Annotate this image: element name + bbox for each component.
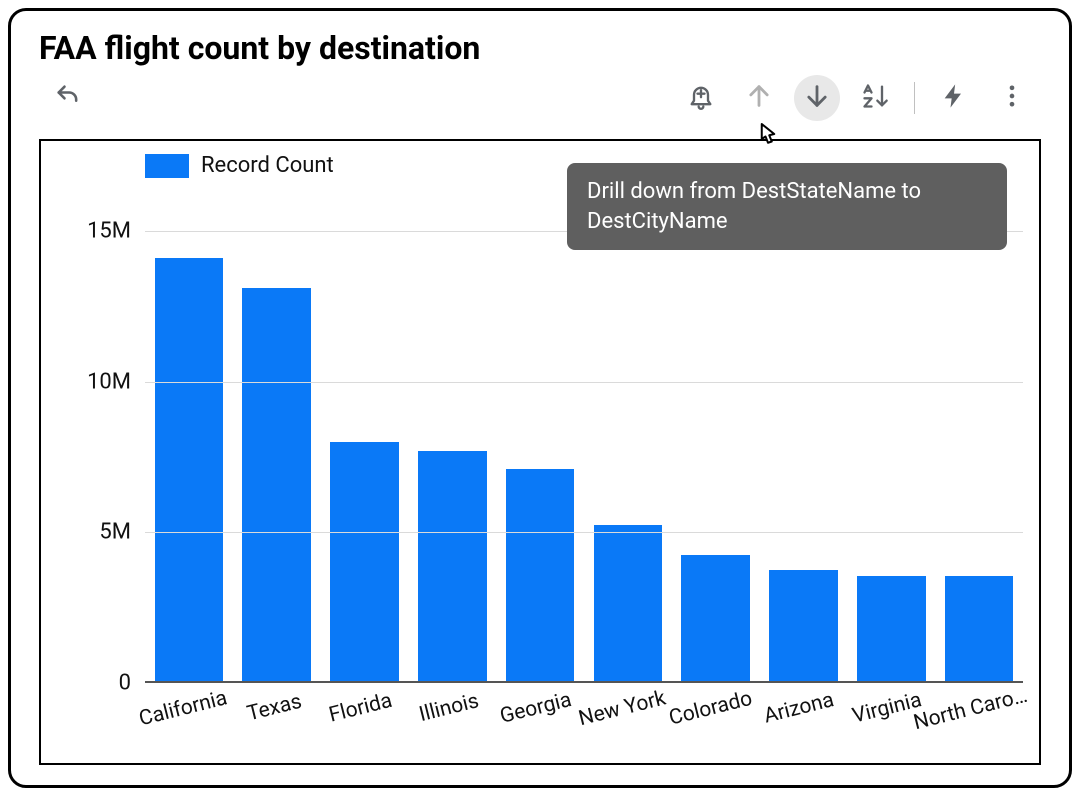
- arrow-down-icon: [803, 82, 831, 114]
- chart-card: FAA flight count by destination: [8, 8, 1072, 788]
- x-tick-label: Texas: [277, 682, 337, 719]
- bar[interactable]: [594, 525, 662, 683]
- drill-up-button[interactable]: [736, 75, 782, 121]
- toolbar-divider: [914, 82, 915, 114]
- bar-slot: Florida: [321, 171, 409, 683]
- bar[interactable]: [506, 469, 574, 683]
- legend-label: Record Count: [201, 153, 334, 178]
- y-tick-label: 0: [119, 671, 145, 696]
- alert-button[interactable]: [678, 75, 724, 121]
- legend: Record Count: [145, 153, 334, 178]
- y-tick-label: 15M: [87, 219, 145, 244]
- gridline: [145, 382, 1023, 383]
- bar[interactable]: [857, 576, 925, 683]
- bar[interactable]: [330, 442, 398, 683]
- sort-az-icon: [861, 82, 889, 114]
- bolt-icon: [940, 82, 968, 114]
- drill-tooltip: Drill down from DestStateName to DestCit…: [567, 163, 1007, 250]
- bar-slot: Texas: [233, 171, 321, 683]
- more-button[interactable]: [989, 75, 1035, 121]
- bar[interactable]: [155, 258, 223, 683]
- bar[interactable]: [418, 451, 486, 683]
- bar[interactable]: [769, 570, 837, 683]
- bar[interactable]: [945, 576, 1013, 683]
- chart-title: FAA flight count by destination: [11, 11, 1069, 77]
- more-vert-icon: [998, 82, 1026, 114]
- arrow-up-icon: [745, 82, 773, 114]
- bar-slot: Illinois: [408, 171, 496, 683]
- tooltip-text: Drill down from DestStateName to DestCit…: [587, 179, 921, 234]
- y-tick-label: 10M: [87, 369, 145, 394]
- undo-button[interactable]: [45, 75, 91, 121]
- bar[interactable]: [681, 555, 749, 683]
- y-tick-label: 5M: [99, 520, 145, 545]
- drill-down-button[interactable]: [794, 75, 840, 121]
- sort-button[interactable]: [852, 75, 898, 121]
- gridline: [145, 532, 1023, 533]
- x-axis-line: [145, 681, 1023, 683]
- legend-swatch: [145, 154, 189, 178]
- bar-slot: California: [145, 171, 233, 683]
- bell-plus-icon: [687, 82, 715, 114]
- undo-icon: [54, 82, 82, 114]
- analyze-button[interactable]: [931, 75, 977, 121]
- bar[interactable]: [242, 288, 310, 683]
- toolbar: [11, 77, 1069, 125]
